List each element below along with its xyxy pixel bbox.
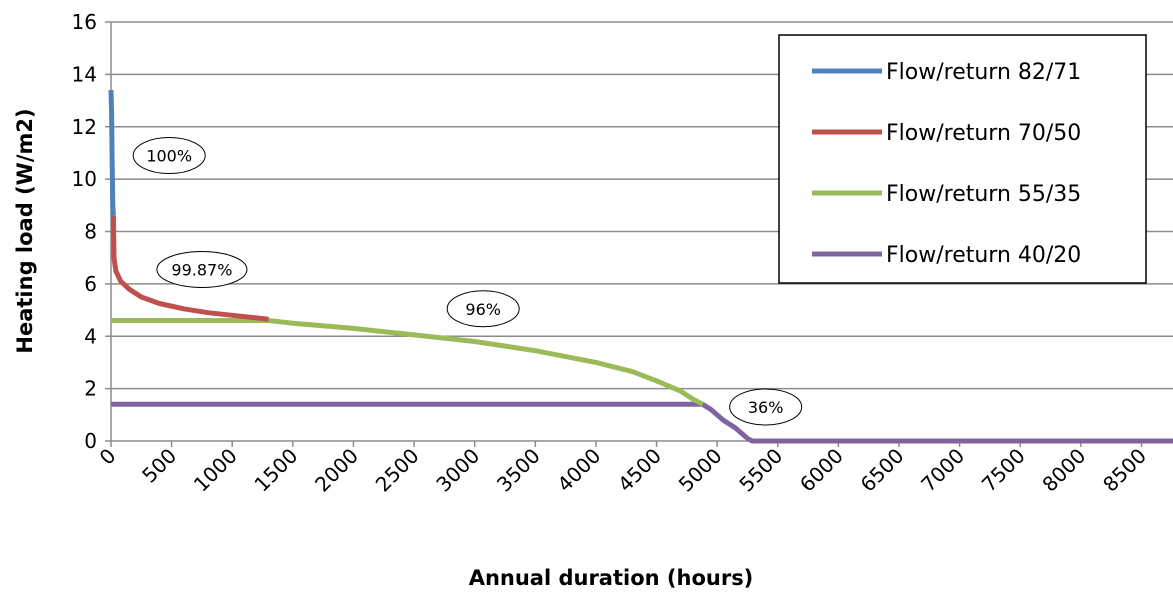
annotation-label: 36% [748,398,784,417]
legend-label: Flow/return 82/71 [886,60,1081,85]
x-tick-label: 7000 [916,444,969,497]
x-tick-label: 6000 [795,444,848,497]
y-tick-label: 2 [84,377,97,401]
x-tick-label: 3000 [431,444,484,497]
annotation-ellipse [446,290,520,328]
legend-label: Flow/return 70/50 [886,121,1081,146]
legend-box [778,34,1147,284]
x-tick-label: 2500 [371,444,424,497]
x-tick-label: 1000 [189,444,242,497]
x-tick-label: 500 [137,444,181,488]
annotation-callout: 100% [132,137,206,175]
legend: Flow/return 82/71 Flow/return 70/50 Flow/r… [778,34,1147,284]
annotation-label: 100% [146,147,192,166]
legend-item: Flow/return 40/20 [812,243,1081,268]
x-tick-label: 6500 [856,444,909,497]
x-axis-title: Annual duration (hours) [469,566,754,590]
x-tick-label: 1500 [249,444,302,497]
series-line-2 [110,215,269,322]
legend-label: Flow/return 40/20 [886,243,1081,268]
x-tick-label: 7500 [977,444,1030,497]
y-tick-label: 6 [84,272,97,296]
legend-item: Flow/return 82/71 [812,60,1081,85]
annotation-ellipse [132,137,206,175]
x-tick-label: 4500 [613,444,666,497]
annotations: 100% 99.87% 96% 36% [132,137,803,426]
annotation-callout: 99.87% [156,250,248,288]
x-tick-label: 5000 [674,444,727,497]
legend-item: Flow/return 70/50 [812,121,1081,146]
x-tick-label: 5500 [734,444,787,497]
y-tick-label: 10 [72,167,97,191]
legend-item: Flow/return 55/35 [812,182,1081,207]
y-tick-label: 12 [72,115,97,139]
series-lines [108,90,1173,444]
annotation-callout: 96% [446,290,520,328]
y-axis-title: Heating load (W/m2) [13,108,37,353]
x-tick-label: 8000 [1037,444,1090,497]
x-tick-labels: 0 500 1000 1500 2000 2500 3000 3500 4000 4500 5000… [95,444,1151,497]
annotation-ellipse [729,388,803,426]
x-tick-label: 4000 [553,444,606,497]
x-tick-label: 8500 [1098,444,1151,497]
series-line-4 [111,401,1173,444]
y-tick-label: 8 [84,220,97,244]
y-tick-label: 14 [72,62,97,86]
y-tick-labels: 0 2 4 6 8 10 12 14 16 [72,10,97,453]
y-tick-label: 4 [84,324,97,348]
y-tick-label: 0 [84,429,97,453]
annotation-label: 99.87% [171,260,232,279]
x-tick-label: 0 [95,444,121,470]
annotation-callout: 36% [729,388,803,426]
legend-label: Flow/return 55/35 [886,182,1081,207]
series-line-3 [111,318,704,407]
x-tick-label: 2000 [310,444,363,497]
annotation-label: 96% [465,300,501,319]
y-tick-label: 16 [72,10,97,34]
annotation-ellipse [156,250,248,288]
x-tick-label: 3500 [492,444,545,497]
series-line-1 [108,90,116,216]
